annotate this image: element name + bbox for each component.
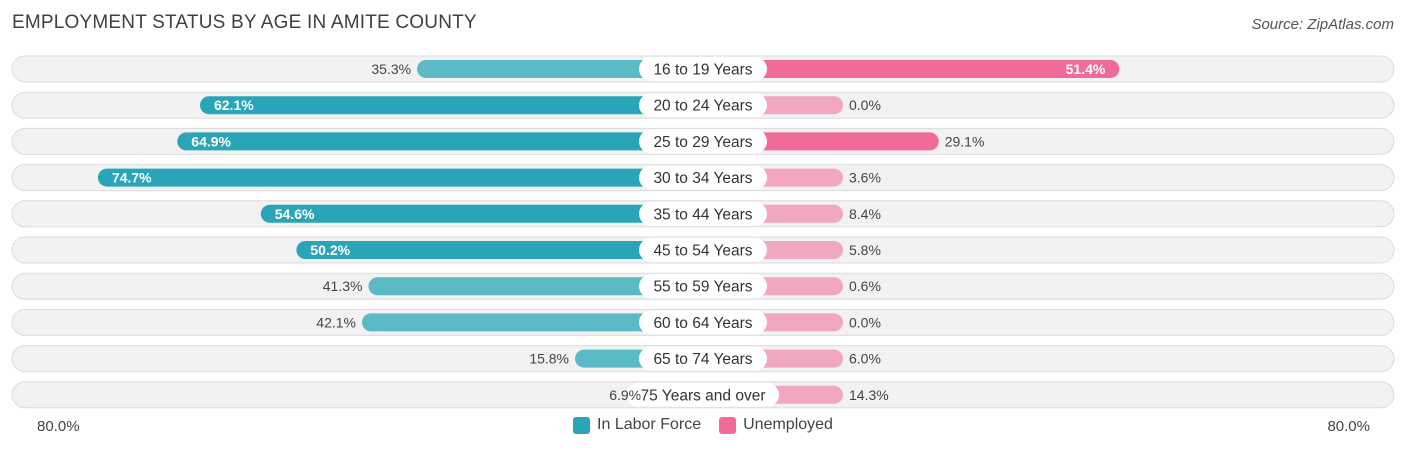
value-label-unemployed: 0.0% (849, 314, 881, 330)
value-label-labor-force: 41.3% (323, 278, 363, 294)
legend-swatch-labor-force (573, 416, 591, 434)
value-label-labor-force: 54.6% (275, 206, 315, 222)
legend-label-unemployed: Unemployed (743, 416, 833, 433)
category-label: 55 to 59 Years (653, 279, 752, 296)
value-label-unemployed: 14.3% (849, 387, 889, 403)
legend-item-labor-force[interactable]: In Labor Force (573, 416, 701, 434)
category-pill (639, 165, 767, 190)
value-label-unemployed: 3.6% (849, 170, 881, 186)
value-label-unemployed: 8.4% (849, 206, 881, 222)
bar-labor-force (199, 96, 724, 115)
category-pill (639, 93, 767, 118)
category-pill (639, 274, 767, 299)
axis-right-label: 80.0% (1327, 418, 1370, 435)
bar-labor-force (97, 168, 724, 187)
axis-left-label: 80.0% (37, 418, 80, 435)
chart-plot: 16 to 19 Years 35.3% 51.4% 20 to 24 Years 62… (11, 55, 1395, 409)
value-label-labor-force: 6.9% (609, 387, 641, 403)
value-label-labor-force: 62.1% (214, 97, 254, 113)
bar-labor-force (296, 241, 723, 259)
category-label: 20 to 24 Years (653, 98, 752, 115)
chart-title: EMPLOYMENT STATUS BY AGE IN AMITE COUNTY (12, 12, 477, 33)
bar-labor-force (368, 277, 723, 296)
value-label-unemployed: 5.8% (849, 242, 881, 258)
legend-swatch-unemployed (719, 416, 737, 434)
category-pill (639, 201, 767, 226)
value-label-unemployed: 29.1% (945, 133, 985, 149)
category-pill (639, 57, 767, 81)
category-label: 75 Years and over (641, 387, 766, 404)
value-label-unemployed: 6.0% (849, 351, 881, 367)
chart-source: Source: ZipAtlas.com (1251, 16, 1394, 33)
bar-unemployed (683, 60, 1120, 78)
legend-label-labor-force: In Labor Force (597, 416, 702, 433)
category-label: 65 to 74 Years (653, 351, 752, 368)
category-pill (627, 382, 779, 407)
value-label-labor-force: 15.8% (529, 351, 569, 367)
value-label-labor-force: 64.9% (191, 133, 231, 149)
bar-labor-force (260, 204, 723, 223)
value-label-labor-force: 50.2% (310, 242, 350, 258)
category-label: 35 to 44 Years (653, 206, 752, 223)
category-pill (639, 129, 767, 154)
value-label-unemployed: 0.0% (849, 97, 881, 113)
category-pill (639, 346, 767, 371)
legend: In Labor Force Unemployed (0, 416, 1406, 434)
value-label-labor-force: 35.3% (371, 61, 411, 77)
category-pill (639, 310, 767, 335)
value-label-unemployed: 51.4% (1066, 61, 1106, 77)
category-label: 30 to 34 Years (653, 170, 752, 187)
category-label: 45 to 54 Years (653, 243, 752, 260)
category-label: 16 to 19 Years (653, 62, 752, 79)
bar-labor-force (177, 132, 723, 151)
legend-item-unemployed[interactable]: Unemployed (719, 416, 833, 434)
category-label: 60 to 64 Years (653, 315, 752, 332)
bar-labor-force (361, 313, 723, 332)
category-label: 25 to 29 Years (653, 134, 752, 151)
value-label-labor-force: 42.1% (316, 314, 356, 330)
category-pill (639, 238, 767, 262)
value-label-labor-force: 74.7% (112, 170, 152, 186)
value-label-unemployed: 0.6% (849, 278, 881, 294)
